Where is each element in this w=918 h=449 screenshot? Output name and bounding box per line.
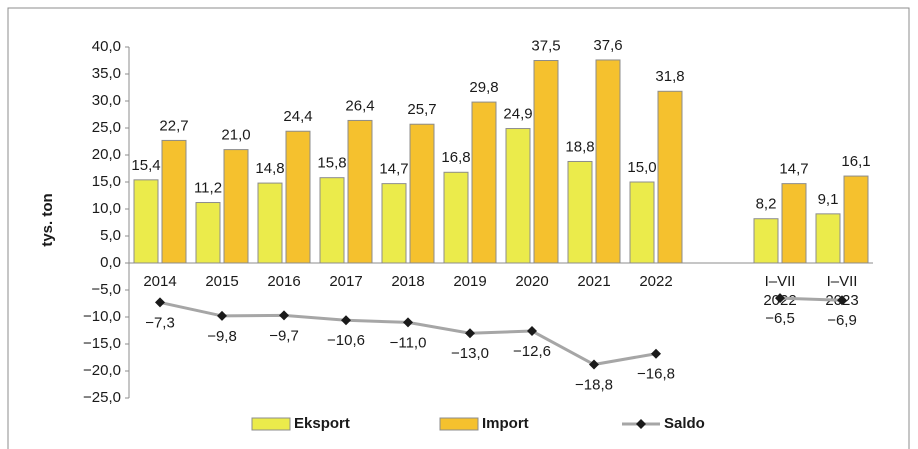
data-label: −6,9 [827, 312, 857, 329]
bar [133, 179, 159, 264]
y-tick-label: −25,0 [83, 389, 121, 406]
data-label: 21,0 [221, 127, 250, 144]
y-tick-label: 5,0 [100, 227, 121, 244]
data-label: 37,5 [531, 37, 560, 54]
data-label: −12,6 [513, 343, 551, 360]
data-label: 22,7 [159, 117, 188, 134]
legend-label: Import [482, 415, 529, 432]
data-label: −16,8 [637, 366, 675, 383]
y-tick-label: 20,0 [92, 146, 121, 163]
marker [527, 326, 537, 337]
data-label: 14,8 [255, 160, 284, 177]
x-tick-label: 2014 [143, 273, 176, 290]
y-tick-label: −20,0 [83, 362, 121, 379]
data-label: 16,1 [841, 153, 870, 170]
x-tick-label: 2015 [205, 273, 238, 290]
y-tick-label: 30,0 [92, 92, 121, 109]
bar [195, 202, 221, 264]
y-tick-label: 40,0 [92, 38, 121, 55]
marker [217, 310, 227, 321]
data-label: 11,2 [194, 179, 222, 196]
y-tick-label: 15,0 [92, 173, 121, 190]
y-tick-label: −10,0 [83, 308, 121, 325]
y-tick-label: 25,0 [92, 119, 121, 136]
data-label: −9,8 [207, 328, 237, 345]
data-label: 15,0 [627, 159, 656, 176]
marker [341, 315, 351, 326]
bar [347, 119, 373, 264]
data-label: 31,8 [655, 68, 684, 85]
data-label: 24,9 [503, 106, 532, 123]
legend-label: Saldo [664, 415, 705, 432]
data-label: 15,8 [317, 155, 346, 172]
bar [381, 183, 407, 264]
bar [753, 218, 779, 264]
marker [279, 310, 289, 321]
marker [651, 348, 661, 359]
bar [257, 182, 283, 264]
data-label: 29,8 [469, 79, 498, 96]
bar [443, 171, 469, 264]
data-label: 16,8 [441, 149, 470, 166]
x-tick-label: 2020 [515, 273, 548, 290]
y-axis-label: tys. ton [39, 193, 56, 246]
bar [161, 139, 187, 264]
data-label: −7,3 [145, 314, 175, 331]
x-tick-label: 2018 [391, 273, 424, 290]
marker [403, 317, 413, 328]
data-label: 25,7 [407, 101, 436, 118]
bar [815, 213, 841, 264]
data-label: 18,8 [565, 138, 594, 155]
data-label: 9,1 [818, 191, 839, 208]
bar [595, 59, 621, 264]
data-label: −13,0 [451, 345, 489, 362]
legend-label: Eksport [294, 415, 350, 432]
marker [465, 328, 475, 339]
bar [505, 128, 531, 264]
marker [155, 297, 165, 308]
marker [837, 295, 847, 306]
data-label: 14,7 [379, 161, 408, 178]
data-label: −9,7 [269, 327, 299, 344]
x-tick-label: 2016 [267, 273, 300, 290]
bar [781, 183, 807, 264]
y-tick-label: −5,0 [91, 281, 121, 298]
data-label: 37,6 [593, 37, 622, 54]
data-label: 8,2 [756, 196, 777, 213]
data-label: 24,4 [283, 108, 312, 125]
legend-marker [636, 419, 646, 429]
marker [589, 359, 599, 370]
y-tick-label: 0,0 [100, 254, 121, 271]
x-tick-label: 2019 [453, 273, 486, 290]
data-label: 14,7 [779, 161, 808, 178]
legend-swatch [439, 417, 479, 431]
legend-swatch [251, 417, 291, 431]
bar [567, 160, 593, 264]
bar [533, 60, 559, 264]
data-label: −6,5 [765, 310, 795, 327]
bar [409, 123, 435, 264]
data-label: −18,8 [575, 376, 613, 393]
x-tick-label: 2021 [577, 273, 610, 290]
bar [223, 149, 249, 264]
data-label: 15,4 [131, 157, 160, 174]
y-tick-label: 35,0 [92, 65, 121, 82]
data-label: −10,6 [327, 332, 365, 349]
bar [285, 130, 311, 264]
data-label: −11,0 [390, 334, 427, 351]
bar [319, 177, 345, 264]
y-tick-label: −15,0 [83, 335, 121, 352]
data-label: 26,4 [345, 97, 374, 114]
x-tick-label: 2022 [639, 273, 672, 290]
bar [629, 181, 655, 264]
x-tick-label: 2017 [329, 273, 362, 290]
y-tick-label: 10,0 [92, 200, 121, 217]
bar [843, 175, 869, 264]
bar [471, 101, 497, 264]
bar [657, 90, 683, 264]
marker [775, 293, 785, 304]
